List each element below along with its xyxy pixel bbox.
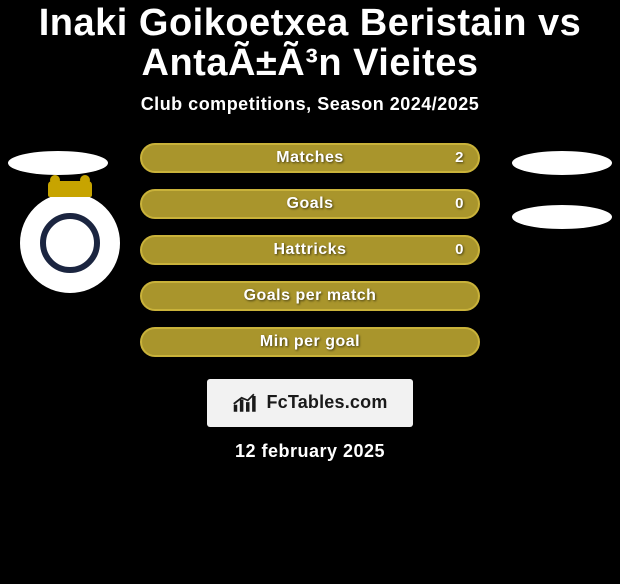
stat-bar-hattricks: Hattricks 0 [140,235,480,265]
crest-ring-icon [40,213,100,273]
fctables-logo: FcTables.com [207,379,413,427]
page-title: Inaki Goikoetxea Beristain vs AntaÃ±Ã³n … [0,4,620,84]
stat-bar-value-right: 2 [455,149,464,166]
player-right-placeholder-0 [512,151,612,175]
stat-bar-label: Min per goal [260,333,360,351]
bar-chart-icon [232,392,260,414]
stat-bar-matches: Matches 2 [140,143,480,173]
crest-crown-icon [48,181,92,197]
comparison-stage: Matches 2 Goals 0 Hattricks 0 Goals per … [0,143,620,373]
stat-bar-label: Hattricks [274,241,347,259]
player-right-placeholder-1 [512,205,612,229]
stat-bar-label: Matches [276,149,344,167]
subtitle: Club competitions, Season 2024/2025 [0,94,620,115]
stat-bar-label: Goals [287,195,334,213]
player-left-placeholder-0 [8,151,108,175]
fctables-logo-text: FcTables.com [266,392,387,413]
club-badge-left [20,193,120,293]
stat-bar-goals-per-match: Goals per match [140,281,480,311]
snapshot-date: 12 february 2025 [0,441,620,462]
stat-bar-goals: Goals 0 [140,189,480,219]
stat-bar-min-per-goal: Min per goal [140,327,480,357]
stat-bars: Matches 2 Goals 0 Hattricks 0 Goals per … [140,143,480,373]
stat-bar-value-right: 0 [455,195,464,212]
stat-bar-value-right: 0 [455,241,464,258]
stat-bar-label: Goals per match [244,287,377,305]
